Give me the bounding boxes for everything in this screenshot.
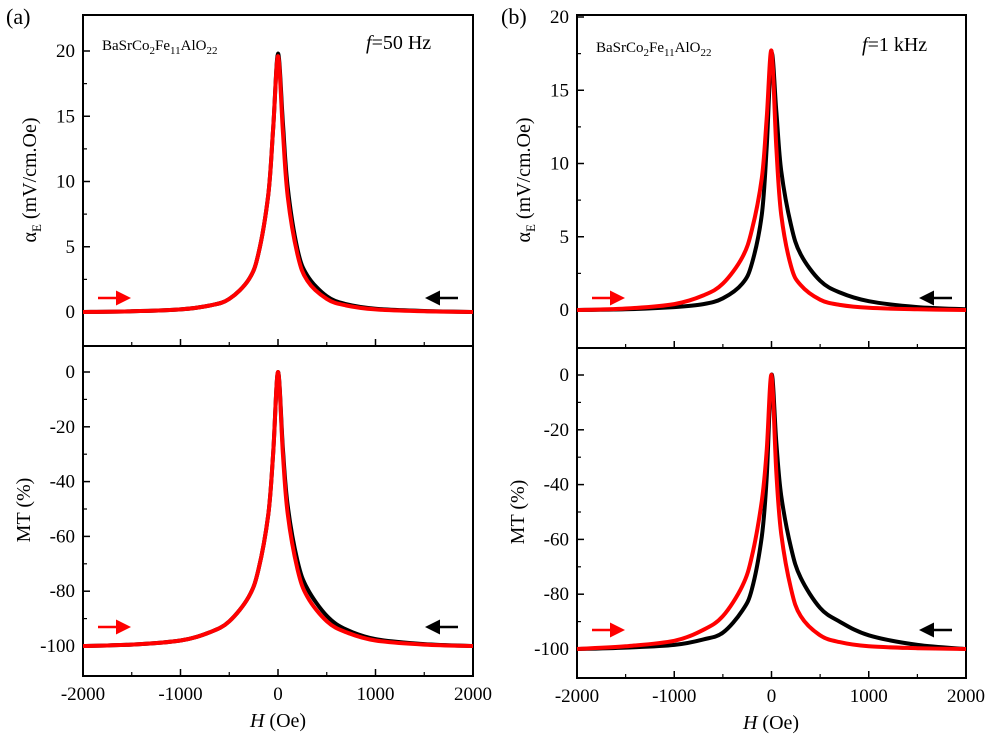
y-tick-label: -40 bbox=[544, 475, 569, 496]
panel-b-bottom-ylabel: MT (%) bbox=[507, 480, 529, 545]
series-sweep-up-line bbox=[576, 48, 967, 312]
panel-b-bottom-yticks: 0 -20 -40 -60 -80 -100 bbox=[534, 365, 584, 660]
y-tick-label: -100 bbox=[40, 636, 75, 657]
x-tick-label: 0 bbox=[767, 686, 777, 707]
y-tick-label: -40 bbox=[50, 472, 75, 493]
y-tick-label: -60 bbox=[544, 529, 569, 550]
series-sweep-down-line bbox=[82, 369, 474, 648]
x-tick-label: -1000 bbox=[652, 686, 696, 707]
x-tick-label: 2000 bbox=[454, 684, 492, 705]
y-tick-label: -100 bbox=[534, 639, 569, 660]
y-tick-label: -80 bbox=[50, 581, 75, 602]
series-sweep-up-line bbox=[576, 372, 967, 651]
x-tick-label: 1000 bbox=[850, 686, 888, 707]
panel-a-bottom-series bbox=[82, 369, 474, 648]
series-sweep-up-line bbox=[82, 54, 474, 314]
y-tick-label: 20 bbox=[550, 7, 569, 28]
panel-a-compound-label: BaSrCo2Fe11AlO22 bbox=[102, 38, 217, 57]
panel-a-top-ylabel: αE (mV/cm.Oe) bbox=[19, 117, 44, 242]
panel-a-top-yticks: 0 5 10 15 20 bbox=[56, 41, 90, 323]
panel-b: (b) 0 5 10 15 20 BaSrCo2Fe11AlO22 f=1 kHz αE… bbox=[501, 4, 985, 734]
panel-a-frequency-label: f=50 Hz bbox=[366, 32, 431, 54]
x-tick-label: 1000 bbox=[357, 684, 395, 705]
panel-b-frequency-label: f=1 kHz bbox=[862, 34, 927, 56]
y-tick-label: 10 bbox=[550, 154, 569, 175]
y-tick-label: -20 bbox=[544, 420, 569, 441]
y-tick-label: 10 bbox=[56, 172, 75, 193]
y-tick-label: 0 bbox=[560, 300, 570, 321]
panel-a: (a) 0 5 10 15 20 BaSrCo2Fe11AlO22 f=50 Hz αE… bbox=[6, 4, 492, 732]
panel-b-label: (b) bbox=[501, 4, 527, 29]
y-tick-label: -20 bbox=[50, 417, 75, 438]
panel-b-bottom-plot: 0 -20 -40 -60 -80 -100 -2000 -1000 0 1000 2000 MT… bbox=[507, 341, 985, 734]
y-tick-label: 5 bbox=[66, 237, 76, 258]
series-sweep-up-line bbox=[82, 370, 474, 648]
y-tick-label: 5 bbox=[560, 227, 570, 248]
series-sweep-down-line bbox=[576, 372, 967, 651]
panel-b-xticks: -2000 -1000 0 1000 2000 bbox=[555, 341, 985, 707]
panel-a-bottom-ylabel: MT (%) bbox=[13, 478, 35, 543]
y-tick-label: 20 bbox=[56, 41, 75, 62]
x-tick-label: -2000 bbox=[555, 686, 599, 707]
y-tick-label: 0 bbox=[560, 365, 570, 386]
x-tick-label: -2000 bbox=[61, 684, 105, 705]
x-tick-label: -1000 bbox=[158, 684, 202, 705]
panel-b-top-series bbox=[576, 48, 967, 312]
panel-a-bottom-yticks: 0 -20 -40 -60 -80 -100 bbox=[40, 362, 90, 657]
panel-a-bottom-plot: 0 -20 -40 -60 -80 -100 -2000 -1000 0 1000 2000 MT… bbox=[13, 339, 492, 732]
panel-a-label: (a) bbox=[6, 4, 30, 29]
x-tick-label: 2000 bbox=[947, 686, 985, 707]
y-tick-label: 0 bbox=[66, 362, 76, 383]
panel-a-top-series bbox=[82, 51, 474, 314]
y-tick-label: 15 bbox=[56, 106, 75, 127]
panel-b-xlabel: H (Oe) bbox=[742, 712, 799, 734]
y-tick-label: -60 bbox=[50, 526, 75, 547]
panel-a-xticks: -2000 -1000 0 1000 2000 bbox=[61, 339, 492, 705]
y-tick-label: 15 bbox=[550, 80, 569, 101]
x-tick-label: 0 bbox=[273, 684, 283, 705]
panel-b-bottom-series bbox=[576, 372, 967, 651]
series-sweep-down-line bbox=[82, 51, 474, 314]
panel-b-top-plot: 0 5 10 15 20 BaSrCo2Fe11AlO22 f=1 kHz αE (mV… bbox=[513, 7, 967, 349]
panel-a-top-plot: 0 5 10 15 20 BaSrCo2Fe11AlO22 f=50 Hz αE (mV… bbox=[19, 14, 474, 347]
panel-a-xlabel: H (Oe) bbox=[249, 710, 306, 732]
panel-b-top-yticks: 0 5 10 15 20 bbox=[550, 7, 584, 321]
panel-b-top-ylabel: αE (mV/cm.Oe) bbox=[513, 117, 538, 242]
panel-b-compound-label: BaSrCo2Fe11AlO22 bbox=[596, 40, 711, 59]
y-tick-label: -80 bbox=[544, 584, 569, 605]
series-sweep-down-line bbox=[576, 51, 967, 312]
y-tick-label: 0 bbox=[66, 302, 76, 323]
